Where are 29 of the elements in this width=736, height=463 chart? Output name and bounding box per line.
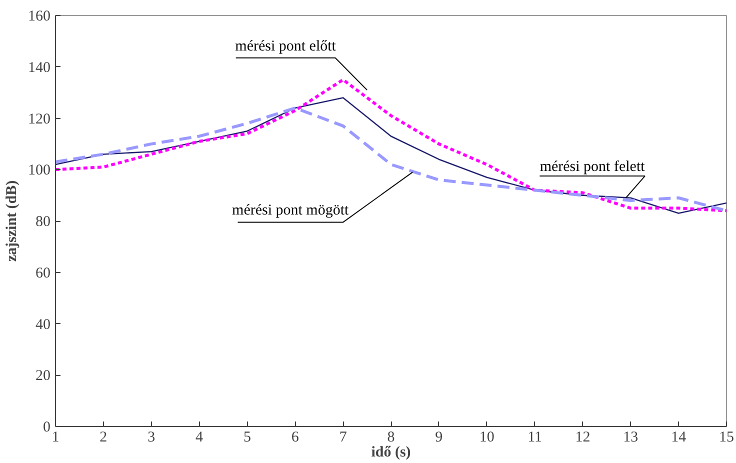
y-tick-label: 100 [28, 162, 50, 179]
y-tick-label: 40 [36, 316, 50, 333]
x-tick-label: 4 [196, 430, 204, 446]
y-tick-label: 60 [36, 265, 50, 282]
x-tick-label: 11 [528, 430, 542, 446]
x-tick-label: 13 [623, 430, 638, 446]
y-tick-label: 20 [36, 368, 50, 384]
series-label: mérési pont felett [540, 159, 646, 176]
x-tick-label: 6 [291, 430, 300, 446]
y-tick-label: 140 [28, 60, 50, 76]
x-tick-label: 12 [575, 430, 590, 446]
x-tick-label: 9 [435, 430, 443, 446]
y-tick-label: 160 [28, 8, 50, 24]
y-tick-label: 80 [36, 214, 50, 230]
x-tick-label: 14 [671, 430, 687, 446]
x-tick-label: 10 [479, 430, 494, 446]
x-tick-label: 2 [100, 430, 108, 446]
x-axis-title: idő (s) [371, 444, 411, 460]
x-tick-label: 7 [339, 430, 348, 446]
series-label: mérési pont előtt [235, 38, 337, 54]
y-axis-title: zajszint (dB) [4, 180, 20, 262]
x-tick-label: 5 [243, 430, 251, 446]
x-tick-label: 3 [148, 430, 156, 446]
y-tick-label: 120 [28, 111, 50, 128]
x-tick-label: 15 [719, 430, 734, 446]
x-tick-label: 1 [52, 430, 60, 446]
text: mérési pont mögött [232, 202, 350, 219]
x-tick-label: 8 [387, 430, 395, 446]
y-tick-label: 0 [43, 420, 50, 436]
